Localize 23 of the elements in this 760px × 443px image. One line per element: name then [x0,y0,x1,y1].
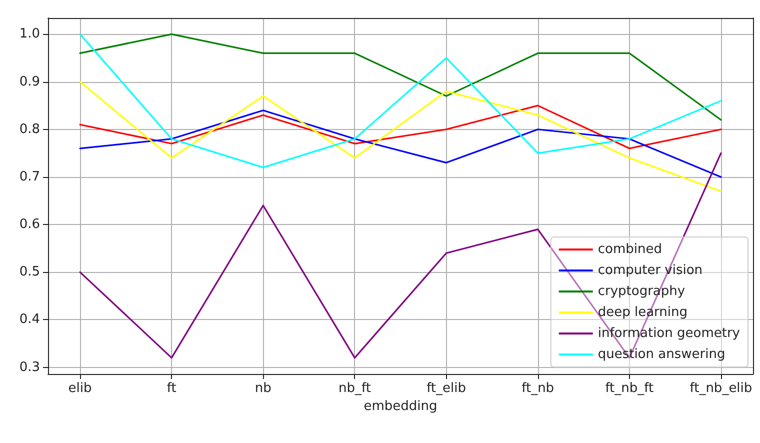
line-series [79,110,722,178]
x-tick-label: ft [166,381,176,396]
y-tick-label: 0.9 [19,74,40,90]
line-series [79,33,722,168]
x-tick-label: ft_elib [426,381,466,396]
y-tick-label: 0.3 [19,360,40,375]
x-tick-label: ft_nb [522,381,554,396]
x-axis-title: embedding [364,399,438,414]
y-tick-label: 1.0 [19,26,40,42]
y-tick-label: 0.5 [19,264,40,280]
y-tick-label: 0.8 [19,122,40,137]
y-tick-label: 0.7 [19,169,40,184]
line-series [79,33,722,121]
x-tick-label: ft_nb_ft [605,381,654,396]
x-tick-label: ft_nb_elib [690,381,752,396]
y-tick-label: 0.4 [19,312,40,328]
line-series [79,104,722,150]
x-tick-label: nb [254,381,272,396]
x-tick-label: elib [68,381,92,396]
y-tick-label: 0.6 [19,217,40,232]
line-series [79,80,722,192]
x-tick-label: nb_ft [338,381,371,396]
legend-label: combined [598,242,662,257]
